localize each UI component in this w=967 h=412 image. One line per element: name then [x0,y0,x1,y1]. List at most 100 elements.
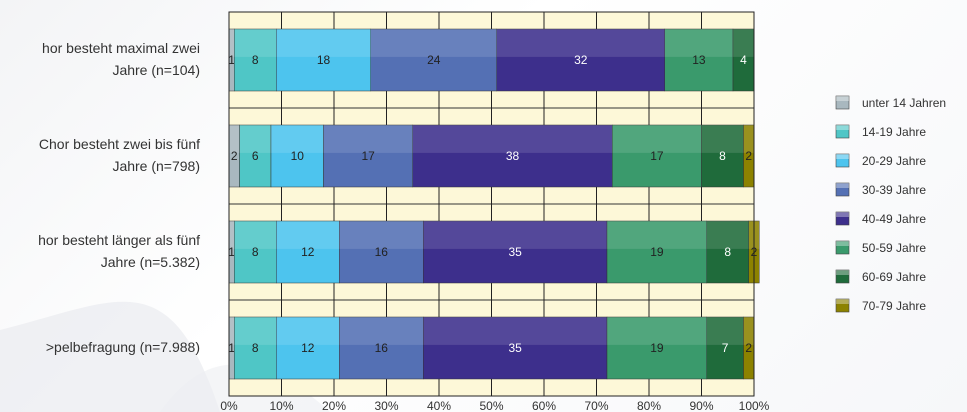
data-label: 4 [740,53,747,67]
bar-highlight [276,221,340,249]
data-label: 19 [650,245,664,259]
bar-segment: 8 [706,220,749,284]
legend-swatch [835,182,850,197]
bar-segment: 35 [423,220,608,284]
bar-highlight [423,317,607,345]
bar-segment: 8 [234,220,277,284]
bar [339,220,424,284]
data-label: 1 [228,245,235,259]
data-label: 8 [252,341,259,355]
bar [706,316,744,380]
x-tick-label: 50% [479,399,503,412]
legend-swatch [835,124,850,139]
bar [234,220,277,284]
legend-swatch-highlight [836,299,849,304]
bar [423,316,608,380]
bar [276,28,371,92]
bar-segment: 2 [743,316,755,380]
plot-frame [228,11,755,397]
legend-item: 60-69 Jahre [835,269,926,284]
bar-highlight [239,125,271,153]
x-tick-label: 0% [220,399,238,412]
bar-highlight [234,317,277,345]
legend-label: unter 14 Jahren [862,96,946,110]
category-label: hor besteht maximal zwei [42,40,200,56]
legend-swatch-highlight [836,96,849,101]
bar [276,316,340,380]
bar-segment: 8 [234,28,277,92]
bar-highlight [276,317,340,345]
bar-segment: 8 [701,124,744,188]
legend-swatch-highlight [836,241,849,246]
data-label: 18 [317,53,331,67]
x-tick-label: 40% [427,399,451,412]
data-label: 17 [361,149,375,163]
x-tick-label: 20% [322,399,346,412]
bar [323,124,413,188]
bar-segment: 19 [606,316,707,380]
data-label: 8 [724,245,731,259]
legend-label: 14-19 Jahre [862,125,926,139]
bar [701,124,744,188]
legend-swatch [835,269,850,284]
x-tick-label: 30% [374,399,398,412]
bar-segment: 12 [276,316,340,380]
data-label: 1 [228,341,235,355]
bar-segment: 7 [706,316,744,380]
bar-highlight [370,29,497,57]
data-label: 13 [692,53,706,67]
bar-highlight [743,125,754,153]
legend-item: 70-79 Jahre [835,298,926,313]
bar-highlight [743,317,754,345]
background-swoosh [0,301,220,412]
bar [706,220,749,284]
bar-segment: 35 [423,316,608,380]
bar-segment: 17 [612,124,702,188]
legend-label: 40-49 Jahre [862,212,926,226]
legend-label: 60-69 Jahre [862,270,926,284]
bar-highlight [276,29,371,57]
data-label: 2 [745,149,752,163]
bar-segment: 12 [276,220,340,284]
category-label: >pelbefragung (n=7.988) [46,339,200,355]
legend-item: 40-49 Jahre [835,211,926,226]
legend-swatch [835,211,850,226]
bar-segment: 19 [606,220,707,284]
bar-segment: 17 [323,124,413,188]
legend-swatch-highlight [836,183,849,188]
category-label: Chor besteht zwei bis fünf [39,136,200,152]
bar-segment: 10 [270,124,324,188]
bar [234,28,277,92]
data-label: 2 [231,149,238,163]
x-tick-label: 10% [269,399,293,412]
legend-swatch-highlight [836,212,849,217]
legend-swatch [835,298,850,313]
bar-highlight [412,125,613,153]
data-label: 35 [508,245,522,259]
bar-highlight [229,29,235,57]
bar-segment: 13 [664,28,734,92]
bar-highlight [706,317,744,345]
legend-label: 20-29 Jahre [862,154,926,168]
bar-highlight [664,29,733,57]
bar-highlight [271,125,324,153]
bar-highlight [607,317,707,345]
bar [234,316,277,380]
data-label: 7 [722,341,729,355]
bar-segment: 32 [496,28,665,92]
legend-item: 14-19 Jahre [835,124,926,139]
data-label: 12 [301,245,315,259]
data-label: 8 [252,53,259,67]
data-label: 8 [719,149,726,163]
bar-highlight [701,125,744,153]
bar-highlight [229,317,235,345]
data-label: 10 [291,149,305,163]
category-label: Jahre (n=798) [112,158,200,174]
bar-segment: 2 [743,124,755,188]
data-label: 17 [650,149,664,163]
legend-label: 50-59 Jahre [862,241,926,255]
x-tick-label: 70% [584,399,608,412]
legend-swatch-highlight [836,125,849,130]
bar-segment: 4 [732,28,755,92]
bar-segment: 8 [234,316,277,380]
